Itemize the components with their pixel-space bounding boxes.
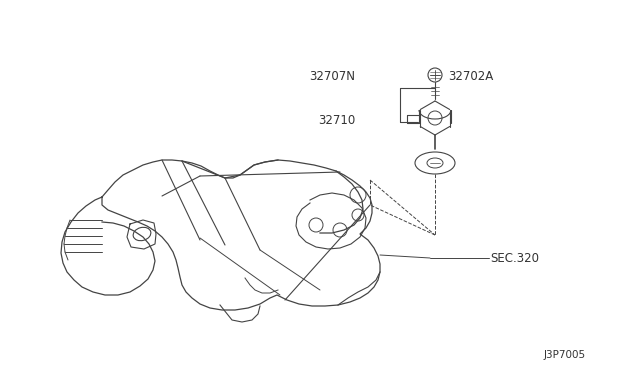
Text: 32702A: 32702A: [448, 70, 493, 83]
Text: SEC.320: SEC.320: [490, 251, 539, 264]
Text: 32710: 32710: [317, 113, 355, 126]
Text: 32707N: 32707N: [309, 70, 355, 83]
Text: J3P7005: J3P7005: [544, 350, 586, 360]
